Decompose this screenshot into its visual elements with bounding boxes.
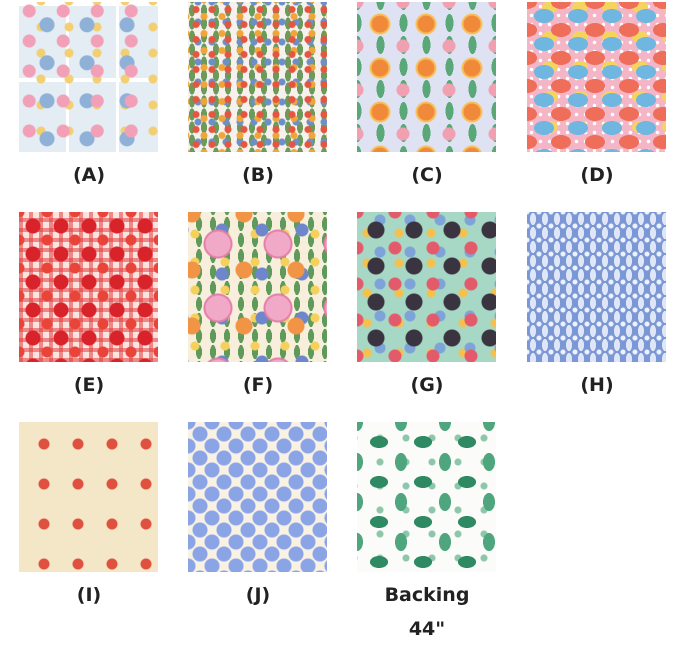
swatch-item: (J): [188, 422, 328, 612]
fabric-swatch: [527, 2, 666, 152]
swatch-label: (H): [580, 374, 614, 396]
swatch-label: (I): [76, 584, 102, 606]
fabric-swatch: [527, 212, 666, 362]
fabric-swatch: [19, 422, 158, 572]
swatch-item: (G): [357, 212, 497, 402]
swatch-item: (E): [19, 212, 159, 402]
fabric-swatch: [19, 212, 158, 362]
fabric-swatch: [19, 2, 158, 152]
swatch-label: (D): [580, 164, 614, 186]
swatch-item: Backing 44": [357, 422, 497, 646]
fabric-swatch: [188, 212, 327, 362]
swatch-label: (G): [410, 374, 444, 396]
swatch-label: (E): [73, 374, 105, 396]
swatch-item: (H): [527, 212, 667, 402]
swatch-item: (B): [188, 2, 328, 192]
swatch-item: (A): [19, 2, 159, 192]
fabric-swatch: [188, 2, 327, 152]
swatch-label: (J): [245, 584, 271, 606]
swatch-label: (A): [72, 164, 106, 186]
swatch-item: (F): [188, 212, 328, 402]
fabric-swatch: [357, 422, 496, 572]
fabric-swatch: [357, 212, 496, 362]
swatch-label: Backing 44": [384, 584, 470, 640]
swatch-label: (C): [411, 164, 443, 186]
fabric-swatch: [357, 2, 496, 152]
swatch-label: (F): [242, 374, 274, 396]
swatch-item: (I): [19, 422, 159, 612]
swatch-item: (C): [357, 2, 497, 192]
swatch-item: (D): [527, 2, 667, 192]
fabric-swatch: [188, 422, 327, 572]
swatch-label: (B): [242, 164, 274, 186]
